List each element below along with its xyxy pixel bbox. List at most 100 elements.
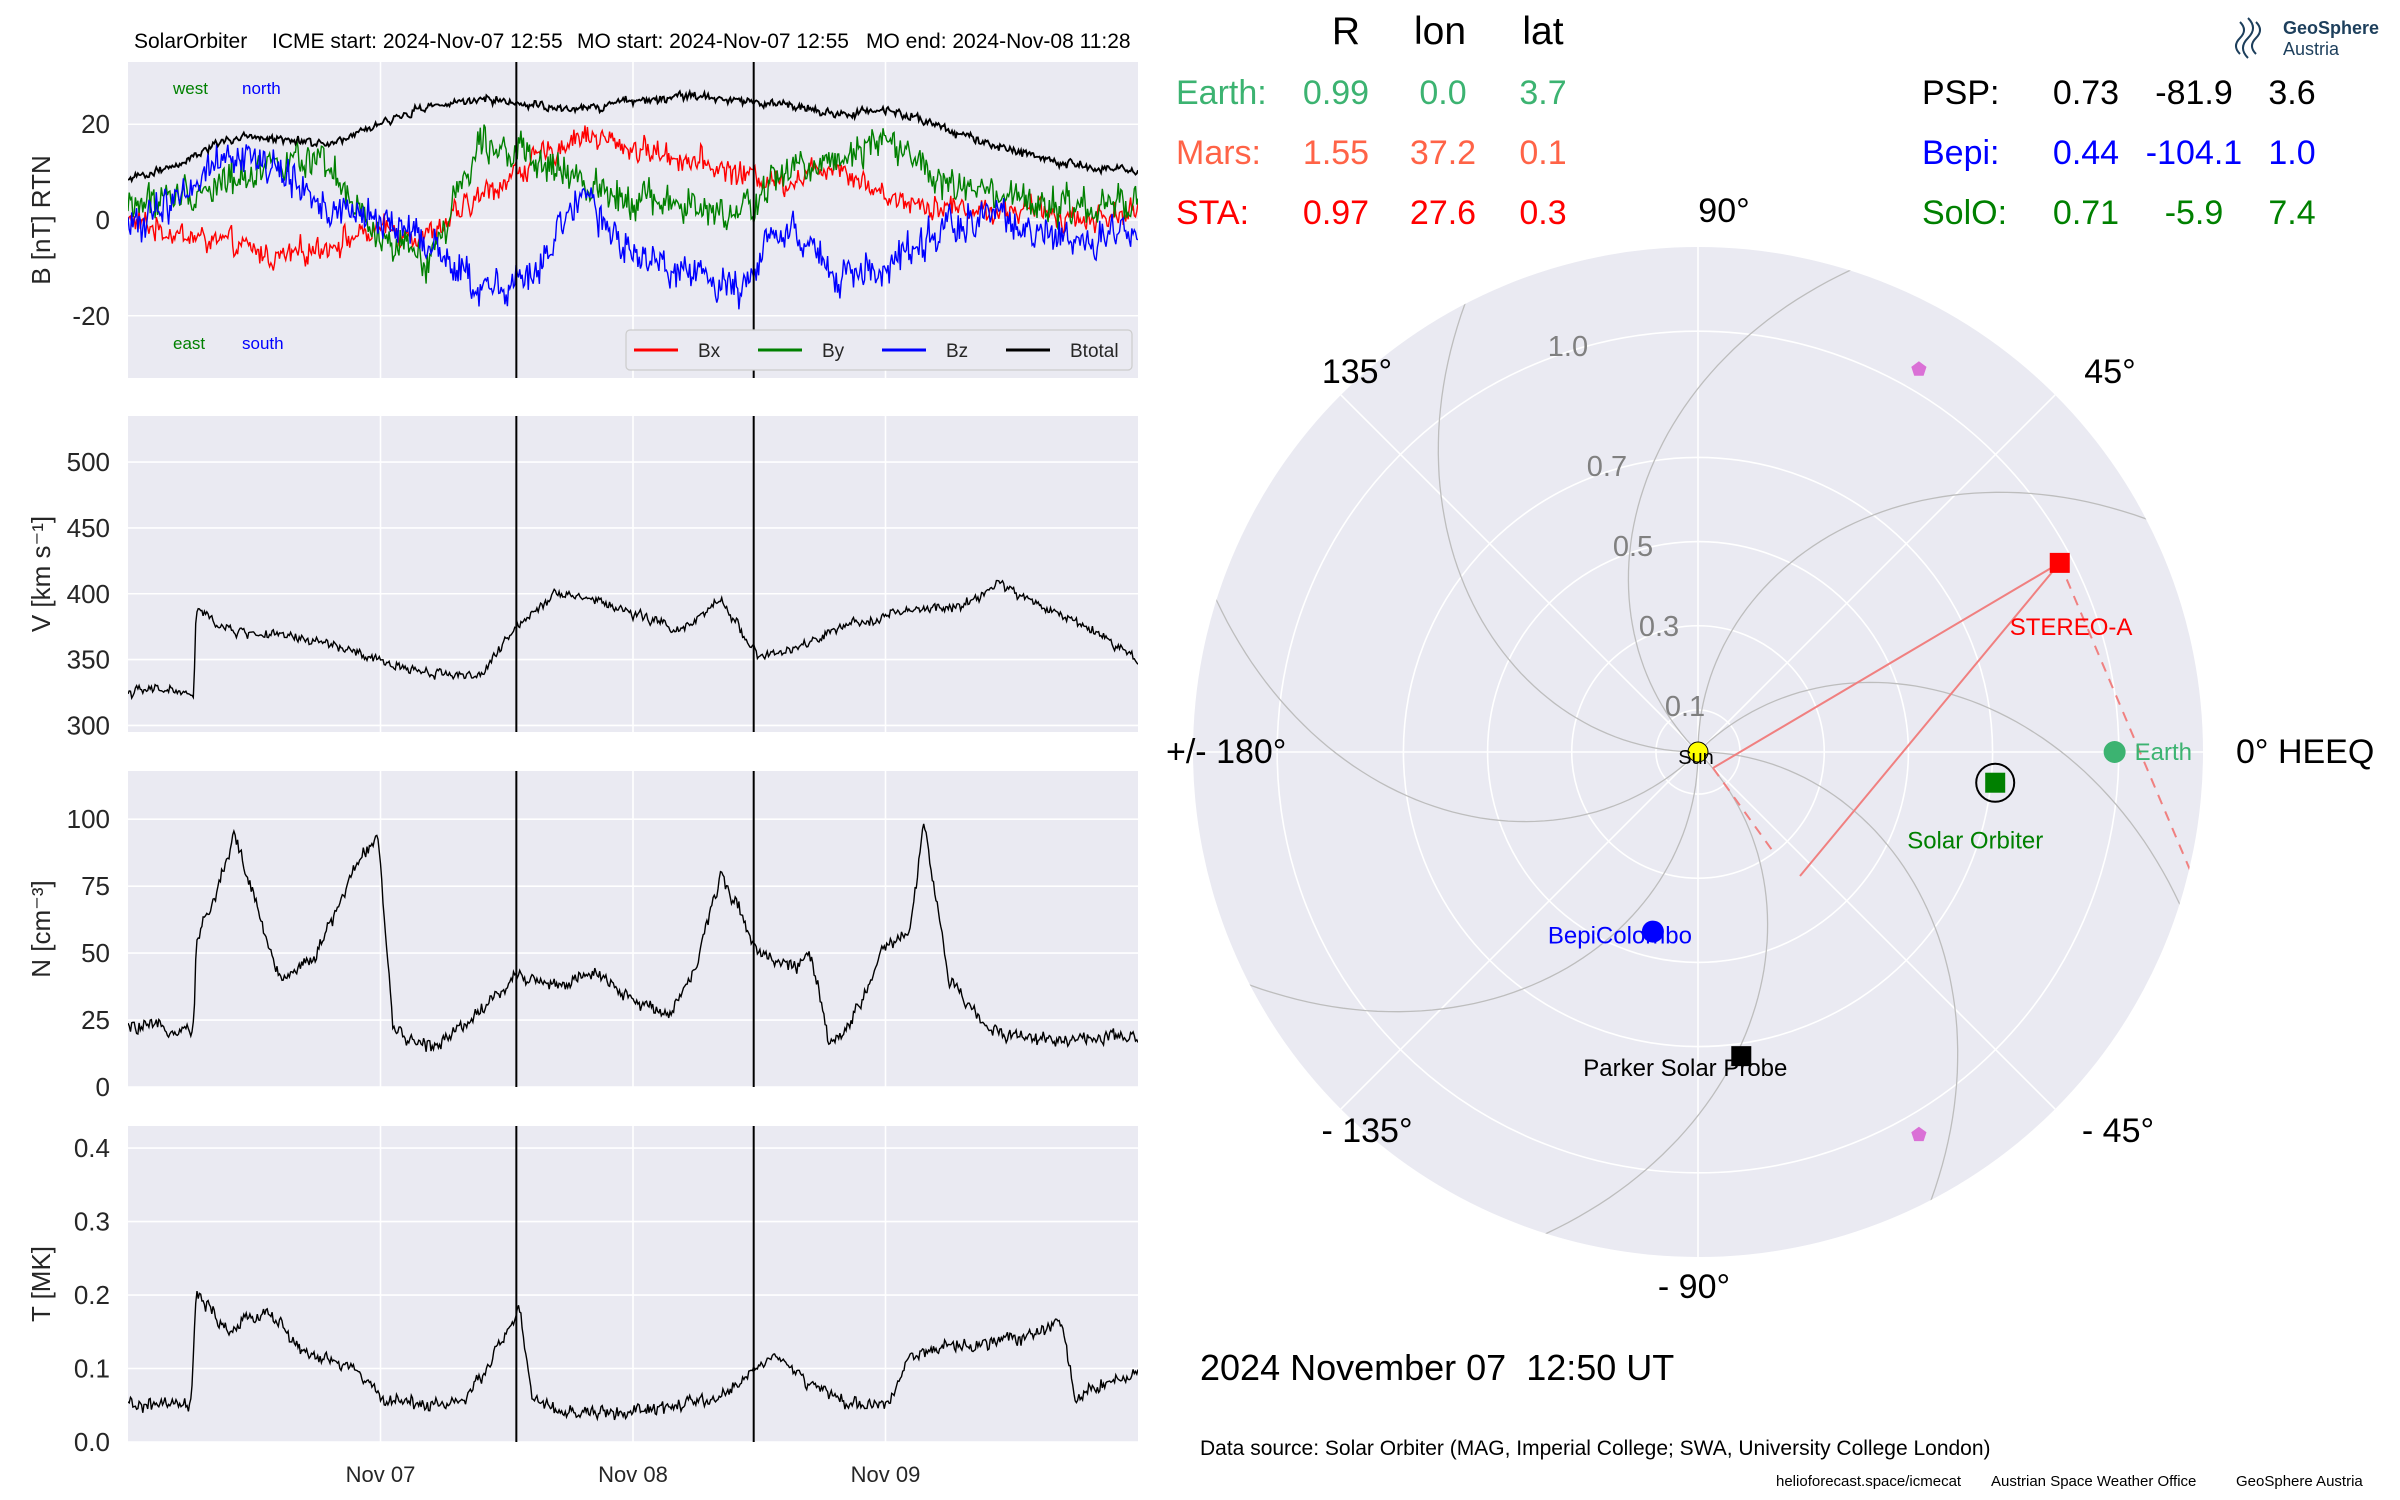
body-marker — [2103, 741, 2126, 763]
ytick-label: 75 — [81, 871, 110, 901]
credit-geosphere: GeoSphere Austria — [2236, 1473, 2363, 1490]
body-marker — [1911, 1126, 1927, 1142]
series-line-bz — [128, 142, 1138, 310]
sta-solid-line — [1799, 562, 2061, 877]
position-r: 0.71 — [2053, 194, 2119, 232]
ytick-label: 0.4 — [74, 1133, 110, 1163]
parker-spiral-line — [1193, 348, 1699, 823]
body-parker-solar-probe: Parker Solar Probe — [1583, 1046, 1787, 1082]
ytick-label: 350 — [67, 645, 110, 675]
position-lon: 27.6 — [1410, 194, 1476, 232]
angle-label: - 45° — [2082, 1112, 2154, 1150]
parker-spiral-line — [1627, 247, 2102, 753]
body-label: Parker Solar Probe — [1583, 1055, 1787, 1082]
panel-velocity: 300 350 400 450 500 V [km s⁻¹] — [26, 416, 1138, 740]
body-label: Sun — [1678, 747, 1714, 769]
ylabel-magnetic_field: B [nT] RTN — [26, 155, 56, 285]
position-r: 0.73 — [2053, 74, 2119, 112]
position-lon: 0.0 — [1419, 74, 1466, 112]
ytick-label: 0.2 — [74, 1280, 110, 1310]
series-line-n — [128, 823, 1138, 1053]
ylabel-density: N [cm⁻³] — [26, 880, 56, 978]
position-lat: 0.3 — [1519, 194, 1566, 232]
annotation-west: west — [172, 79, 208, 98]
position-name: PSP: — [1922, 74, 1999, 112]
position-name: Earth: — [1176, 74, 1267, 112]
body-marker — [1687, 741, 1709, 763]
ytick-label: 20 — [81, 109, 110, 139]
position-lat: 3.6 — [2268, 74, 2315, 112]
angle-label: 0° HEEQ — [2236, 733, 2374, 771]
position-lon: -5.9 — [2165, 194, 2224, 232]
legend-box — [625, 329, 1133, 371]
position-lon: -81.9 — [2155, 74, 2233, 112]
angle-label: +/- 180° — [1166, 733, 1286, 771]
position-col-r: R — [1332, 10, 1360, 53]
logo-line2: Austria — [2283, 39, 2340, 59]
ytick-label: 0.3 — [74, 1207, 110, 1237]
series-line-btotal — [128, 88, 1138, 184]
radial-label: 0.1 — [1665, 691, 1705, 723]
panel-magnetic_field: -20 0 20 B [nT] RTN west north east south Bx By Bz… — [26, 62, 1138, 378]
panel-temperature: 0.0 0.1 0.2 0.3 0.4 T [MK] Nov 07 Nov 08 Nov 09 — [26, 1126, 1138, 1487]
position-r: 1.55 — [1303, 134, 1369, 172]
parker-spiral-line — [1697, 491, 2203, 753]
angular-gridline — [1340, 394, 1699, 753]
ytick-label: 450 — [67, 513, 110, 543]
ytick-label: 400 — [67, 579, 110, 609]
angle-label: - 90° — [1658, 1268, 1730, 1306]
position-name: SolO: — [1922, 194, 2007, 232]
sta-solid-line — [1712, 562, 2061, 769]
series-line-v — [128, 579, 1138, 701]
position-r: 0.97 — [1303, 194, 1369, 232]
radial-label: 0.3 — [1639, 611, 1679, 643]
timeseries-panels: -20 0 20 B [nT] RTN west north east south Bx By Bz… — [26, 62, 1138, 1487]
polar-orbit-plot: 90° 45° 135° +/- 180° 0° HEEQ - 45° - 90° - 135… — [1166, 192, 2374, 1306]
parker-spiral-line — [1193, 751, 1699, 1013]
angular-gridline — [1697, 751, 2056, 1110]
position-name: Mars: — [1176, 134, 1261, 172]
body-ring — [1975, 762, 2016, 803]
position-lat: 7.4 — [2268, 194, 2315, 232]
data-source: Data source: Solar Orbiter (MAG, Imperia… — [1200, 1437, 1991, 1460]
ylabel-velocity: V [km s⁻¹] — [26, 516, 56, 632]
ytick-label: 0 — [96, 1072, 110, 1102]
annotation-south: south — [242, 334, 284, 353]
body-sun: Sun — [1678, 741, 1714, 769]
logo-icon — [2235, 17, 2261, 59]
position-r: 0.99 — [1303, 74, 1369, 112]
angular-gridline — [1697, 394, 2056, 753]
body-label: Earth — [2135, 739, 2192, 766]
positions-table-right: PSP: 0.73 -81.9 3.6 Bepi: 0.44 -104.1 1.0 SolO: 0… — [1922, 74, 2316, 232]
legend-label-by: By — [822, 341, 845, 362]
legend-label-bx: Bx — [698, 341, 721, 362]
logo-line1: GeoSphere — [2283, 18, 2379, 38]
angle-label: 90° — [1698, 192, 1749, 230]
header-icme-start: ICME start: 2024-Nov-07 12:55 — [272, 30, 563, 53]
body-stereo-a: STEREO-A — [2010, 552, 2133, 641]
annotation-east: east — [173, 334, 205, 353]
body-marker — [1911, 361, 1927, 376]
body-marker — [1641, 920, 1664, 943]
ytick-label: 500 — [67, 447, 110, 477]
header-mo-start: MO start: 2024-Nov-07 12:55 — [577, 30, 849, 53]
legend-label-bz: Bz — [946, 341, 968, 362]
body-marker — [1731, 1046, 1752, 1067]
parker-spiral-line — [1697, 751, 1959, 1257]
body-marker — [1911, 361, 1927, 376]
position-r: 0.44 — [2053, 134, 2119, 172]
position-lon: -104.1 — [2146, 134, 2242, 172]
ytick-label: 25 — [81, 1005, 110, 1035]
body-marker — [1985, 772, 2006, 793]
annotation-north: north — [242, 79, 281, 98]
body-label: STEREO-A — [2010, 614, 2133, 641]
parker-spirals — [1193, 247, 2203, 1257]
stereo-a-lines — [1712, 562, 2191, 877]
sta-dashed-line — [2058, 562, 2191, 871]
ytick-label: 0.1 — [74, 1354, 110, 1384]
ytick-label: 300 — [67, 710, 110, 740]
positions-table-left: Earth: 0.99 0.0 3.7 Mars: 1.55 37.2 0.1 STA: 0.97… — [1176, 74, 1567, 232]
body-marker — [1911, 1126, 1927, 1142]
ytick-label: 50 — [81, 938, 110, 968]
